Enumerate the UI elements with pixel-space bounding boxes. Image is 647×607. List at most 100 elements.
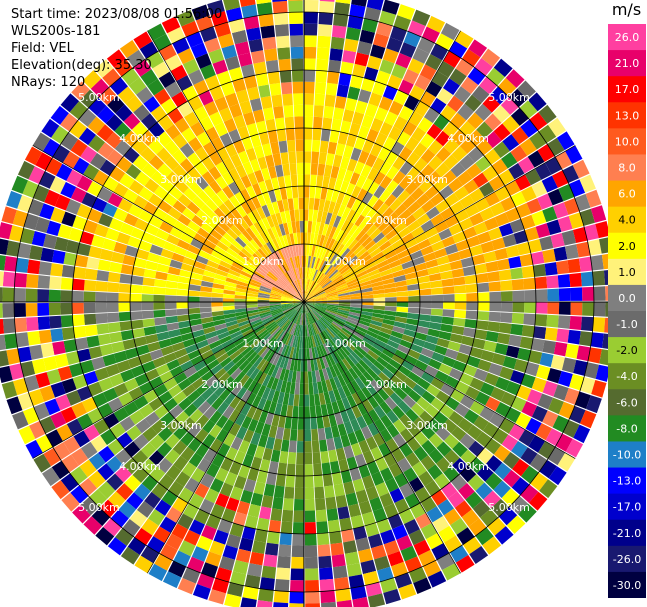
ppi-cell (262, 191, 272, 205)
ppi-cell (243, 429, 255, 443)
ppi-cell (132, 328, 146, 339)
ppi-cell (351, 405, 362, 419)
ppi-cell (228, 18, 246, 34)
ppi-cell (495, 376, 510, 391)
ppi-cell (347, 338, 359, 349)
ppi-cell (163, 377, 178, 391)
ppi-cell (474, 103, 492, 121)
ppi-cell (174, 179, 189, 194)
ppi-cell (480, 508, 499, 527)
ppi-cell (166, 234, 180, 246)
ppi-cell (572, 226, 588, 244)
ppi-cell (533, 326, 547, 340)
ppi-cell (420, 455, 436, 471)
ppi-cell (510, 370, 525, 385)
ppi-cell (313, 257, 319, 269)
ppi-cell (283, 272, 292, 284)
ppi-cell (398, 146, 413, 161)
instrument-label: WLS200s-181 (11, 24, 101, 39)
ppi-cell (269, 325, 280, 335)
ppi-cell (505, 345, 520, 359)
ppi-cell (255, 268, 267, 277)
ppi-cell (226, 346, 239, 357)
ppi-cell (329, 253, 338, 265)
ppi-cell (360, 339, 373, 350)
ppi-cell (394, 370, 408, 382)
ppi-cell (498, 322, 512, 334)
ppi-cell (200, 316, 214, 324)
ppi-cell (352, 264, 365, 273)
ppi-cell (447, 491, 465, 508)
ppi-cell (407, 201, 421, 214)
ppi-cell (520, 214, 536, 230)
ppi-cell (188, 423, 202, 438)
ppi-cell (304, 81, 315, 94)
ppi-cell (345, 340, 356, 352)
ppi-cell (530, 472, 548, 491)
ppi-cell (226, 364, 239, 376)
ppi-cell (480, 350, 495, 363)
ppi-cell (314, 393, 321, 406)
ppi-cell (313, 322, 320, 334)
ppi-cell (458, 248, 472, 260)
ppi-cell (325, 82, 338, 96)
ppi-cell (160, 543, 178, 561)
ppi-cell (321, 462, 332, 475)
colorbar-swatch (608, 154, 646, 182)
ppi-cell (267, 255, 277, 266)
ppi-cell (304, 302, 316, 306)
ppi-cell (316, 416, 324, 429)
ppi-cell (236, 317, 249, 324)
ppi-cell (563, 198, 580, 215)
ppi-cell (556, 131, 575, 151)
ppi-cell (259, 459, 271, 473)
ppi-cell (138, 209, 153, 224)
ppi-cell (213, 348, 227, 359)
ppi-cell (311, 139, 321, 152)
ppi-cell (292, 299, 304, 302)
ppi-cell (95, 281, 108, 292)
ppi-cell (407, 220, 421, 233)
ppi-cell (332, 565, 348, 579)
ppi-cell (547, 117, 566, 137)
ppi-cell (455, 554, 475, 573)
ppi-cell (262, 107, 275, 121)
ppi-cell (389, 198, 403, 212)
ppi-cell (11, 175, 28, 194)
ppi-cell (306, 267, 310, 280)
ppi-cell (174, 348, 188, 359)
ppi-cell (343, 325, 355, 334)
ppi-cell (115, 528, 134, 546)
ppi-cell (378, 264, 391, 273)
ppi-cell (197, 190, 211, 204)
ppi-cell (425, 335, 439, 345)
ppi-cell (214, 22, 231, 38)
ppi-cell (78, 127, 96, 146)
ppi-cell (553, 246, 568, 262)
ppi-cell (105, 363, 120, 377)
ppi-cell (107, 322, 121, 333)
ppi-cell (460, 394, 475, 409)
ppi-cell (313, 116, 323, 129)
ppi-cell (196, 227, 210, 239)
ppi-cell (234, 475, 247, 490)
ppi-cell (107, 282, 120, 293)
ppi-cell (454, 293, 467, 302)
ppi-cell (340, 265, 351, 275)
ppi-cell (281, 439, 290, 452)
ppi-cell (165, 506, 183, 524)
ppi-cell (339, 180, 350, 194)
ppi-cell (512, 458, 530, 477)
ppi-cell (257, 345, 268, 357)
ppi-cell (164, 295, 177, 302)
ppi-cell (300, 302, 304, 314)
ppi-cell (280, 298, 293, 301)
ppi-cell (389, 488, 405, 503)
ppi-cell (145, 260, 159, 271)
ppi-cell (167, 266, 181, 276)
ppi-cell (348, 503, 362, 518)
ppi-cell (219, 260, 232, 269)
ppi-cell (280, 344, 288, 357)
ppi-cell (83, 313, 97, 326)
ppi-cell (209, 111, 224, 127)
